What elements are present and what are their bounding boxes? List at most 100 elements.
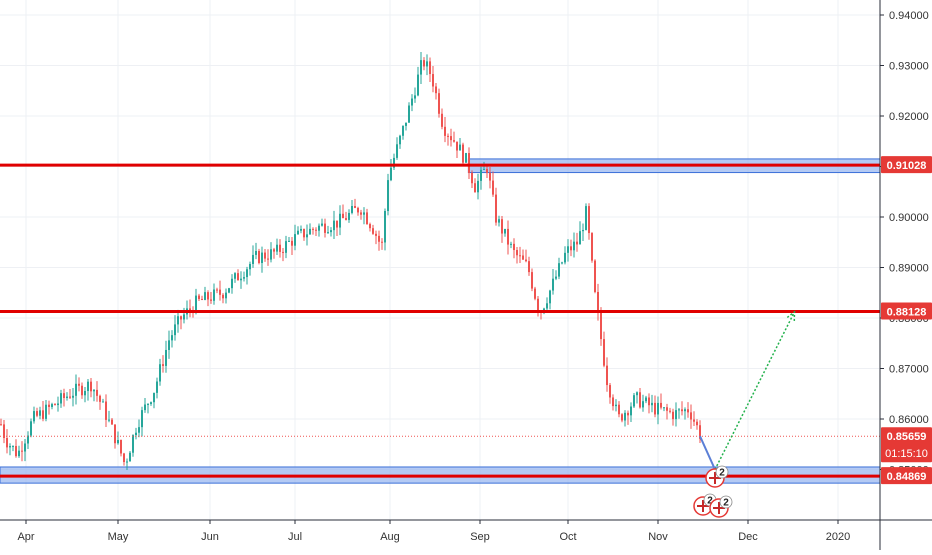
candle-body <box>603 339 605 366</box>
y-tick-label: 0.94000 <box>889 10 929 22</box>
candle-body <box>633 395 635 407</box>
candle-body <box>435 86 437 94</box>
candle-body <box>171 335 173 341</box>
candle-body <box>618 404 620 415</box>
candle-body <box>27 435 29 444</box>
candle-body <box>39 410 41 416</box>
candle-body <box>174 324 176 336</box>
x-tick-label: Aug <box>380 531 400 543</box>
candle-body <box>78 383 80 386</box>
candle-body <box>345 218 347 220</box>
candle-body <box>300 228 302 231</box>
candle-body <box>225 292 227 299</box>
candle-body <box>153 392 155 403</box>
y-tick-label: 0.86000 <box>889 414 929 426</box>
level-price-label-1-bg <box>881 302 932 320</box>
projection-arrowhead <box>786 310 796 321</box>
candle-body <box>234 273 236 279</box>
candle-body <box>207 292 209 300</box>
candle-body <box>135 432 137 436</box>
candle-body <box>198 295 200 299</box>
candle-body <box>306 234 308 238</box>
candle-body <box>258 250 260 263</box>
candle-body <box>312 228 314 230</box>
candle-body <box>678 409 680 411</box>
candle-body <box>291 240 293 246</box>
candle-body <box>3 424 5 439</box>
candle-body <box>168 340 170 350</box>
candle-body <box>165 349 167 366</box>
candle-body <box>183 314 185 320</box>
candle-body <box>309 228 311 235</box>
current-price-label: 0.85659 <box>887 431 927 443</box>
candle-body <box>567 246 569 253</box>
candle-body <box>531 272 533 289</box>
candle-body <box>504 228 506 234</box>
candle-body <box>495 194 497 223</box>
candle-body <box>408 105 410 123</box>
level-price-label-0-bg <box>881 156 932 174</box>
candle-body <box>624 412 626 421</box>
candle-body <box>261 252 263 263</box>
candle-body <box>639 392 641 408</box>
candle-body <box>351 206 353 213</box>
candle-body <box>288 240 290 242</box>
candle-body <box>249 263 251 270</box>
candle-body <box>648 397 650 406</box>
candle-body <box>228 288 230 293</box>
candle-body <box>210 299 212 301</box>
candle-body <box>372 228 374 234</box>
event-markers: 22 2 <box>693 465 733 518</box>
candle-body <box>72 395 74 398</box>
candle-body <box>405 122 407 126</box>
candle-body <box>366 212 368 225</box>
x-tick-label: 2020 <box>826 531 850 543</box>
candle-body <box>45 404 47 419</box>
candle-body <box>69 396 71 398</box>
candle-body <box>480 169 482 181</box>
candle-body <box>237 273 239 281</box>
candle-body <box>471 172 473 184</box>
candle-body <box>585 206 587 230</box>
candle-body <box>246 269 248 278</box>
candle-body <box>462 144 464 163</box>
candle-body <box>201 298 203 300</box>
candle-body <box>252 254 254 264</box>
candle-body <box>297 230 299 235</box>
candle-body <box>132 435 134 453</box>
candle-body <box>534 288 536 299</box>
candle-body <box>360 212 362 215</box>
candle-body <box>681 409 683 412</box>
y-tick-label: 0.90000 <box>889 212 929 224</box>
candle-body <box>66 396 68 399</box>
price-labels: 0.91028 0.88128 0.84869 0.85659 01:15:10 <box>881 156 932 485</box>
current-price-label-bg <box>881 427 932 463</box>
candle-body <box>384 210 386 243</box>
candle-body <box>546 303 548 309</box>
candle-body <box>60 393 62 404</box>
candle-body <box>240 278 242 281</box>
candle-body <box>24 443 26 452</box>
x-axis-panel <box>0 520 932 550</box>
candle-body <box>63 393 65 399</box>
levels <box>0 163 880 478</box>
x-tick-label: Oct <box>559 531 576 543</box>
candle-body <box>456 141 458 151</box>
candle-body <box>444 126 446 136</box>
candles <box>0 52 701 470</box>
candle-body <box>522 255 524 260</box>
candle-body <box>447 135 449 137</box>
candle-body <box>660 402 662 408</box>
candle-body <box>549 290 551 304</box>
candle-body <box>327 232 329 234</box>
candle-body <box>579 231 581 245</box>
x-tick-label: Nov <box>648 531 668 543</box>
event-marker-0: 2 <box>705 465 729 488</box>
event-marker-badge <box>719 495 733 509</box>
candle-body <box>54 404 56 406</box>
candle-body <box>99 395 101 402</box>
candle-body <box>195 295 197 313</box>
